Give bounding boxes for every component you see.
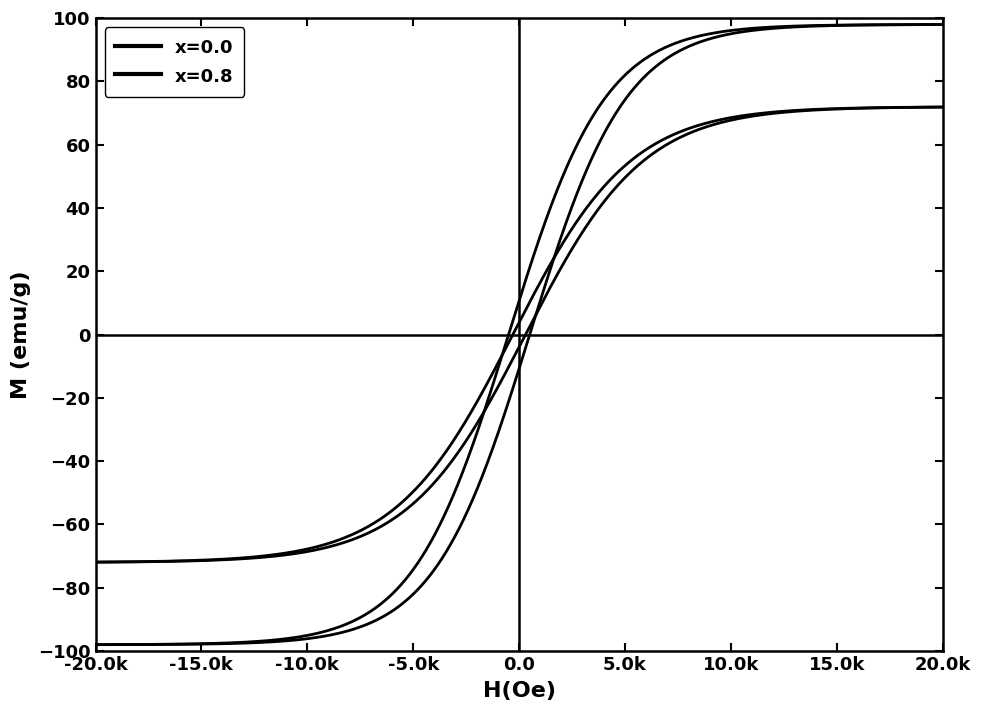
x=0.8 (479, 383, 491, 392)
x=0.0 (937, 20, 949, 28)
x=0.0 (502, 334, 514, 342)
x=0.8 (937, 103, 949, 111)
x=0.0 (757, 23, 769, 32)
x=0.8 (757, 109, 769, 117)
x=0.0 (133, 640, 144, 649)
x=0.0 (479, 404, 491, 413)
x=0.8 (133, 557, 144, 566)
Line: x=0.0: x=0.0 (95, 24, 943, 644)
Legend: x=0.0, x=0.8: x=0.0, x=0.8 (104, 27, 245, 97)
X-axis label: H(Oe): H(Oe) (482, 681, 556, 701)
x=0.0 (912, 21, 924, 29)
x=0.0 (89, 640, 101, 649)
x=0.8 (89, 557, 101, 566)
x=0.8 (912, 103, 924, 112)
x=0.8 (912, 103, 924, 112)
x=0.8 (502, 340, 514, 349)
x=0.0 (912, 21, 924, 29)
Line: x=0.8: x=0.8 (95, 107, 943, 562)
Y-axis label: M (emu/g): M (emu/g) (11, 271, 31, 399)
